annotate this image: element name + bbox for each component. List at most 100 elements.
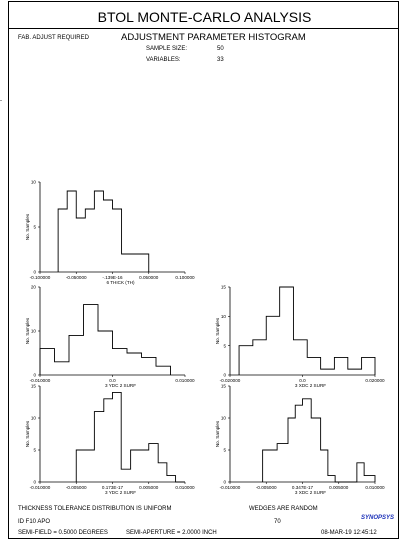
histogram-bar [253, 340, 266, 375]
histogram-bar [277, 444, 288, 482]
y-tick-label: 10 [31, 329, 37, 334]
histogram-bar [69, 335, 84, 375]
histogram-bar [288, 418, 295, 482]
histogram-bar [149, 444, 158, 482]
histogram-bar [167, 476, 176, 482]
sample-size-value: 50 [217, 46, 224, 52]
variables-value: 33 [217, 57, 224, 63]
histogram-outline [57, 190, 150, 272]
histogram-bar [158, 463, 167, 482]
x-axis-label: 3 XDC 2 SURF [295, 383, 326, 388]
histogram-bar [328, 476, 335, 482]
y-tick-label: 0 [33, 373, 36, 378]
x-tick-label: 0.0 [109, 378, 116, 383]
histogram-bar [348, 369, 362, 375]
histogram-outline [262, 398, 376, 483]
histogram-bar [127, 353, 142, 375]
histogram-bar [156, 366, 171, 375]
title-divider [9, 28, 398, 29]
histogram-bar [321, 369, 335, 375]
page-margin-mark: - [0, 98, 2, 104]
y-axis-label: No. Samples [25, 317, 30, 344]
variables-label: VARIABLES: [146, 57, 181, 63]
histogram-bar [131, 254, 149, 272]
histogram-bar [364, 476, 375, 482]
x-axis-label: 6 THICK (TH) [107, 280, 135, 285]
histogram-4: 0 5 10 15 -0.010000 -0.005000 0.173E-17 0.00500… [25, 384, 195, 495]
design-id: ID F10 APO [18, 519, 51, 525]
histogram-5: 0 5 10 15 -0.010000 -0.005000 0.347E-17 0.00500… [215, 384, 385, 495]
histogram-bar [357, 463, 364, 482]
y-axis-label: No. Samples [25, 213, 30, 240]
histogram-bar [263, 450, 278, 482]
x-tick-label: -0.010000 [30, 485, 51, 490]
y-tick-label: 10 [31, 416, 37, 421]
y-axis-label: No. Samples [215, 420, 220, 447]
y-tick-label: 10 [221, 314, 227, 319]
y-tick-label: 10 [31, 180, 37, 185]
histogram-bar [122, 254, 131, 272]
x-tick-label: 0.010000 [365, 485, 385, 490]
histogram-bar [362, 357, 375, 375]
wedges-note: WEDGES ARE RANDOM [249, 506, 318, 512]
y-tick-label: 10 [221, 416, 227, 421]
semi-field-readout: SEMI-FIELD = 0.5000 DEGREES [18, 530, 108, 536]
histogram-bar [293, 340, 307, 375]
x-tick-label: 0.005000 [329, 485, 349, 490]
x-tick-label: -0.005000 [66, 485, 87, 490]
histogram-bar [295, 405, 302, 482]
report-title: BTOL MONTE-CARLO ANALYSIS [97, 9, 312, 25]
histogram-bar [321, 450, 328, 482]
y-tick-label: 15 [221, 384, 227, 389]
x-tick-label: 0.173E-17 [102, 485, 124, 490]
histogram-bar [85, 209, 94, 272]
y-tick-label: 0 [33, 270, 36, 275]
histogram-bar [266, 316, 279, 375]
histogram-bar [113, 349, 128, 375]
histogram-outline [238, 286, 376, 375]
x-tick-label: 0.0 [299, 378, 306, 383]
y-tick-label: 5 [223, 343, 226, 348]
histogram-bar [334, 357, 347, 375]
histogram-1: 0 5 10 -0.100000 -0.050000 -.139E-16 0.050000 0… [25, 180, 195, 285]
y-tick-label: 5 [33, 225, 36, 230]
histogram-bar [94, 191, 103, 272]
x-tick-label: 0.010000 [175, 485, 195, 490]
x-tick-label: 0.050000 [139, 275, 159, 280]
histogram-bar [58, 209, 67, 272]
histogram-bar [76, 450, 94, 482]
x-tick-label: -0.020000 [220, 378, 241, 383]
y-tick-label: 5 [33, 448, 36, 453]
x-tick-label: -0.050000 [66, 275, 87, 280]
histogram-bar [40, 349, 55, 375]
x-axis-label: 3 YDC 2 SURF [105, 383, 136, 388]
fab-adjust-note: FAB. ADJUST REQUIRED [18, 35, 89, 41]
y-axis-label: No. Samples [215, 317, 220, 344]
histogram-bar [67, 191, 76, 272]
histogram-bar [311, 418, 320, 482]
x-tick-label: -0.010000 [30, 378, 51, 383]
y-tick-label: 0 [223, 480, 226, 485]
histogram-bar [113, 392, 122, 482]
y-tick-label: 0 [223, 373, 226, 378]
histogram-bar [98, 331, 113, 375]
histogram-outline [39, 304, 171, 375]
histogram-bar [76, 218, 85, 272]
timestamp: 08-MAR-19 12:45:12 [321, 530, 377, 536]
design-id-number: 70 [274, 519, 281, 525]
histogram-subtitle: ADJUSTMENT PARAMETER HISTOGRAM [121, 32, 306, 43]
x-tick-label: 0.347E-17 [292, 485, 314, 490]
histogram-2: 0 10 20 -0.010000 0.0 0.010000 3 YDC 2 SURF No.… [25, 285, 195, 388]
histogram-bar [131, 450, 149, 482]
histogram-bar [280, 287, 294, 375]
x-tick-label: -0.100000 [30, 275, 51, 280]
x-tick-label: -0.010000 [220, 485, 241, 490]
histogram-bar [239, 346, 253, 375]
histogram-bar [84, 305, 99, 375]
synopsys-logo: SYNOPSYS [361, 515, 395, 521]
y-tick-label: 5 [223, 448, 226, 453]
x-tick-label: 0.005000 [139, 485, 159, 490]
histogram-bar [104, 399, 113, 482]
histogram-bar [113, 209, 122, 272]
